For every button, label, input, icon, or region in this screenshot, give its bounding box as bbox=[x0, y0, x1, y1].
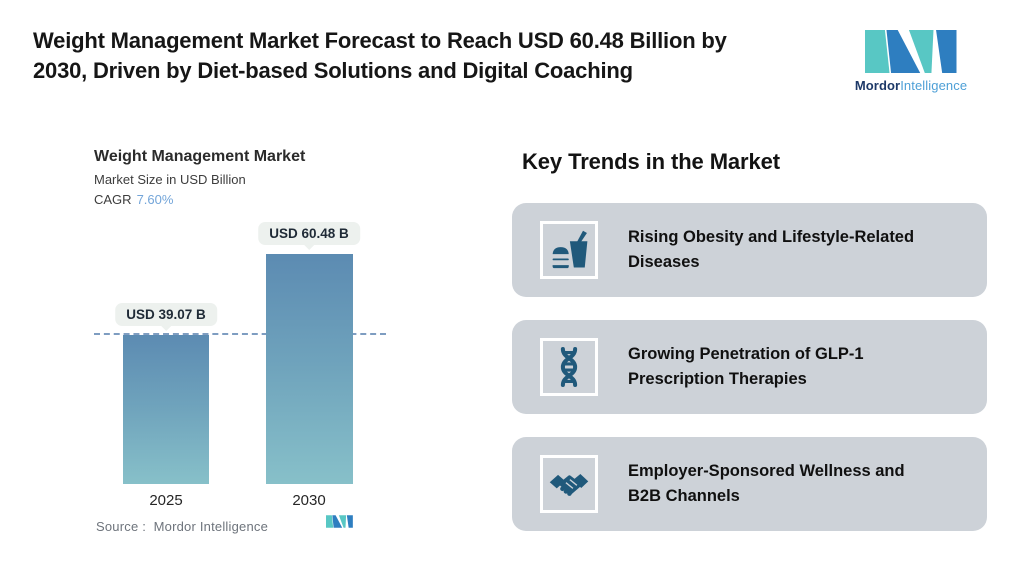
trend-card-line: Rising Obesity and Lifestyle-Related bbox=[628, 228, 915, 246]
trend-card-text: Rising Obesity and Lifestyle-Related Dis… bbox=[628, 225, 914, 275]
brand-name-bold: Mordor bbox=[854, 78, 901, 93]
trend-icon-box bbox=[540, 455, 598, 513]
source-label: Source : bbox=[96, 519, 147, 534]
chart-cagr: CAGR 7.60% bbox=[94, 192, 173, 207]
trend-card-line: Growing Penetration of GLP-1 bbox=[628, 345, 864, 363]
trend-card-line: Employer-Sponsored Wellness and bbox=[628, 462, 905, 480]
chart-title: Weight Management Market bbox=[94, 148, 306, 165]
bar-value-pill: USD 39.07 B bbox=[115, 303, 217, 327]
source-value: Mordor Intelligence bbox=[153, 519, 268, 534]
trend-card-line: Diseases bbox=[628, 253, 700, 271]
bar-chart-plot: USD 39.07 B USD 60.48 B 2025 2030 bbox=[94, 204, 394, 509]
dna-icon bbox=[560, 347, 578, 387]
trend-cards: Rising Obesity and Lifestyle-Related Dis… bbox=[512, 203, 987, 531]
chart-subtitle: Market Size in USD Billion bbox=[94, 172, 246, 187]
cagr-label: CAGR bbox=[94, 192, 132, 207]
mordor-intelligence-logo-icon bbox=[326, 515, 353, 528]
bar-value-pill: USD 60.48 B bbox=[258, 222, 360, 245]
source-note: Source : Mordor Intelligence bbox=[96, 519, 268, 534]
brand-wordmark: MordorIntelligence bbox=[843, 78, 979, 93]
trend-card: Employer-Sponsored Wellness and B2B Chan… bbox=[512, 437, 987, 531]
trend-card: Growing Penetration of GLP-1 Prescriptio… bbox=[512, 320, 987, 414]
handshake-icon bbox=[549, 473, 589, 496]
x-axis-label: 2030 bbox=[292, 492, 326, 509]
brand-name-light: Intelligence bbox=[900, 78, 968, 93]
baseline-dashed-line bbox=[94, 333, 386, 336]
headline-line-2: 2030, Driven by Diet-based Solutions and… bbox=[33, 58, 633, 83]
trend-card: Rising Obesity and Lifestyle-Related Dis… bbox=[512, 203, 987, 297]
cagr-value: 7.60% bbox=[136, 192, 174, 207]
trend-card-line: Prescription Therapies bbox=[628, 370, 807, 388]
x-axis-label: 2025 bbox=[149, 492, 183, 509]
headline-line-1: Weight Management Market Forecast to Rea… bbox=[33, 28, 727, 53]
headline: Weight Management Market Forecast to Rea… bbox=[33, 26, 727, 86]
brand-logo: MordorIntelligence bbox=[843, 30, 979, 93]
trend-card-line: B2B Channels bbox=[628, 487, 740, 505]
trend-card-text: Growing Penetration of GLP-1 Prescriptio… bbox=[628, 342, 864, 392]
mordor-intelligence-logo-icon bbox=[865, 30, 957, 73]
bar-2025 bbox=[123, 335, 209, 484]
fast-food-icon bbox=[550, 230, 588, 271]
trend-icon-box bbox=[540, 338, 598, 396]
trend-icon-box bbox=[540, 221, 598, 279]
trends-heading: Key Trends in the Market bbox=[522, 149, 781, 174]
trend-card-text: Employer-Sponsored Wellness and B2B Chan… bbox=[628, 459, 905, 509]
bar-2030 bbox=[266, 254, 353, 484]
